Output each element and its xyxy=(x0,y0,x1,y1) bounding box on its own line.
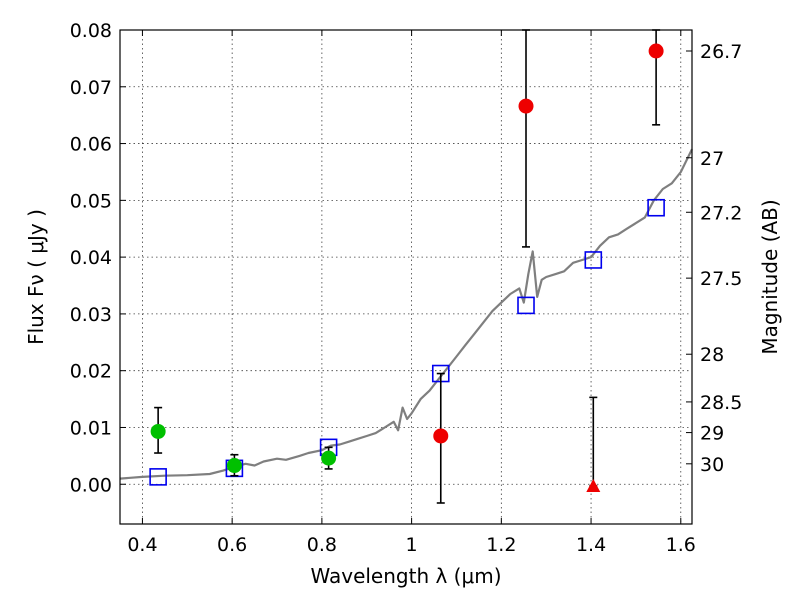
axis-ticks xyxy=(120,29,692,524)
y-tick-label: 0.03 xyxy=(70,304,112,326)
tick-labels: 0.4 0.6 0.8 1 1.2 1.4 1.6 0.00 0.01 0.02 0.03 0.04 0… xyxy=(70,20,743,556)
x-tick-label: 0.4 xyxy=(127,534,157,556)
x-tick-label: 1.4 xyxy=(576,534,606,556)
x-tick-label: 1.6 xyxy=(666,534,696,556)
right-tick-label: 27.2 xyxy=(700,202,742,224)
x-tick-label: 0.8 xyxy=(307,534,337,556)
right-axis-label: Magnitude (AB) xyxy=(758,199,782,354)
red-data-point xyxy=(518,98,534,114)
green-data-point xyxy=(150,423,166,439)
right-tick-label: 27 xyxy=(700,148,724,170)
right-tick-label: 30 xyxy=(700,454,724,476)
plot-frame xyxy=(119,29,693,525)
model-photometry-square xyxy=(584,251,603,269)
model-sed-layer xyxy=(119,148,693,480)
grid-lines xyxy=(120,29,692,524)
y-tick-label: 0.08 xyxy=(70,20,112,42)
green-data-point xyxy=(226,458,242,474)
y-tick-label: 0.04 xyxy=(70,247,112,269)
model-photometry-square xyxy=(647,198,665,217)
y-axis-label: Flux Fν ( μJy ) xyxy=(24,209,48,345)
y-tick-label: 0.00 xyxy=(70,474,112,496)
right-tick-label: 28 xyxy=(700,344,724,366)
y-tick-label: 0.02 xyxy=(70,361,112,383)
right-tick-label: 29 xyxy=(700,423,724,445)
right-tick-label: 26.7 xyxy=(700,41,742,63)
x-tick-label: 1 xyxy=(406,534,418,556)
upper-limit-triangle xyxy=(586,478,601,492)
right-tick-label: 28.5 xyxy=(700,392,742,414)
y-tick-label: 0.05 xyxy=(70,190,112,212)
y-tick-label: 0.06 xyxy=(70,134,112,156)
green-data-point xyxy=(321,450,337,466)
model-sed-line xyxy=(119,148,693,480)
x-axis-label: Wavelength λ (μm) xyxy=(310,564,501,588)
marker-layer xyxy=(149,29,665,504)
x-tick-label: 1.2 xyxy=(486,534,516,556)
model-photometry-square xyxy=(517,296,535,315)
y-tick-label: 0.01 xyxy=(70,417,112,439)
model-photometry-square xyxy=(149,468,167,486)
x-tick-label: 0.6 xyxy=(217,534,247,556)
y-tick-label: 0.07 xyxy=(70,77,112,99)
red-data-point xyxy=(648,43,664,59)
red-data-point xyxy=(433,428,449,444)
right-tick-label: 27.5 xyxy=(700,268,742,290)
